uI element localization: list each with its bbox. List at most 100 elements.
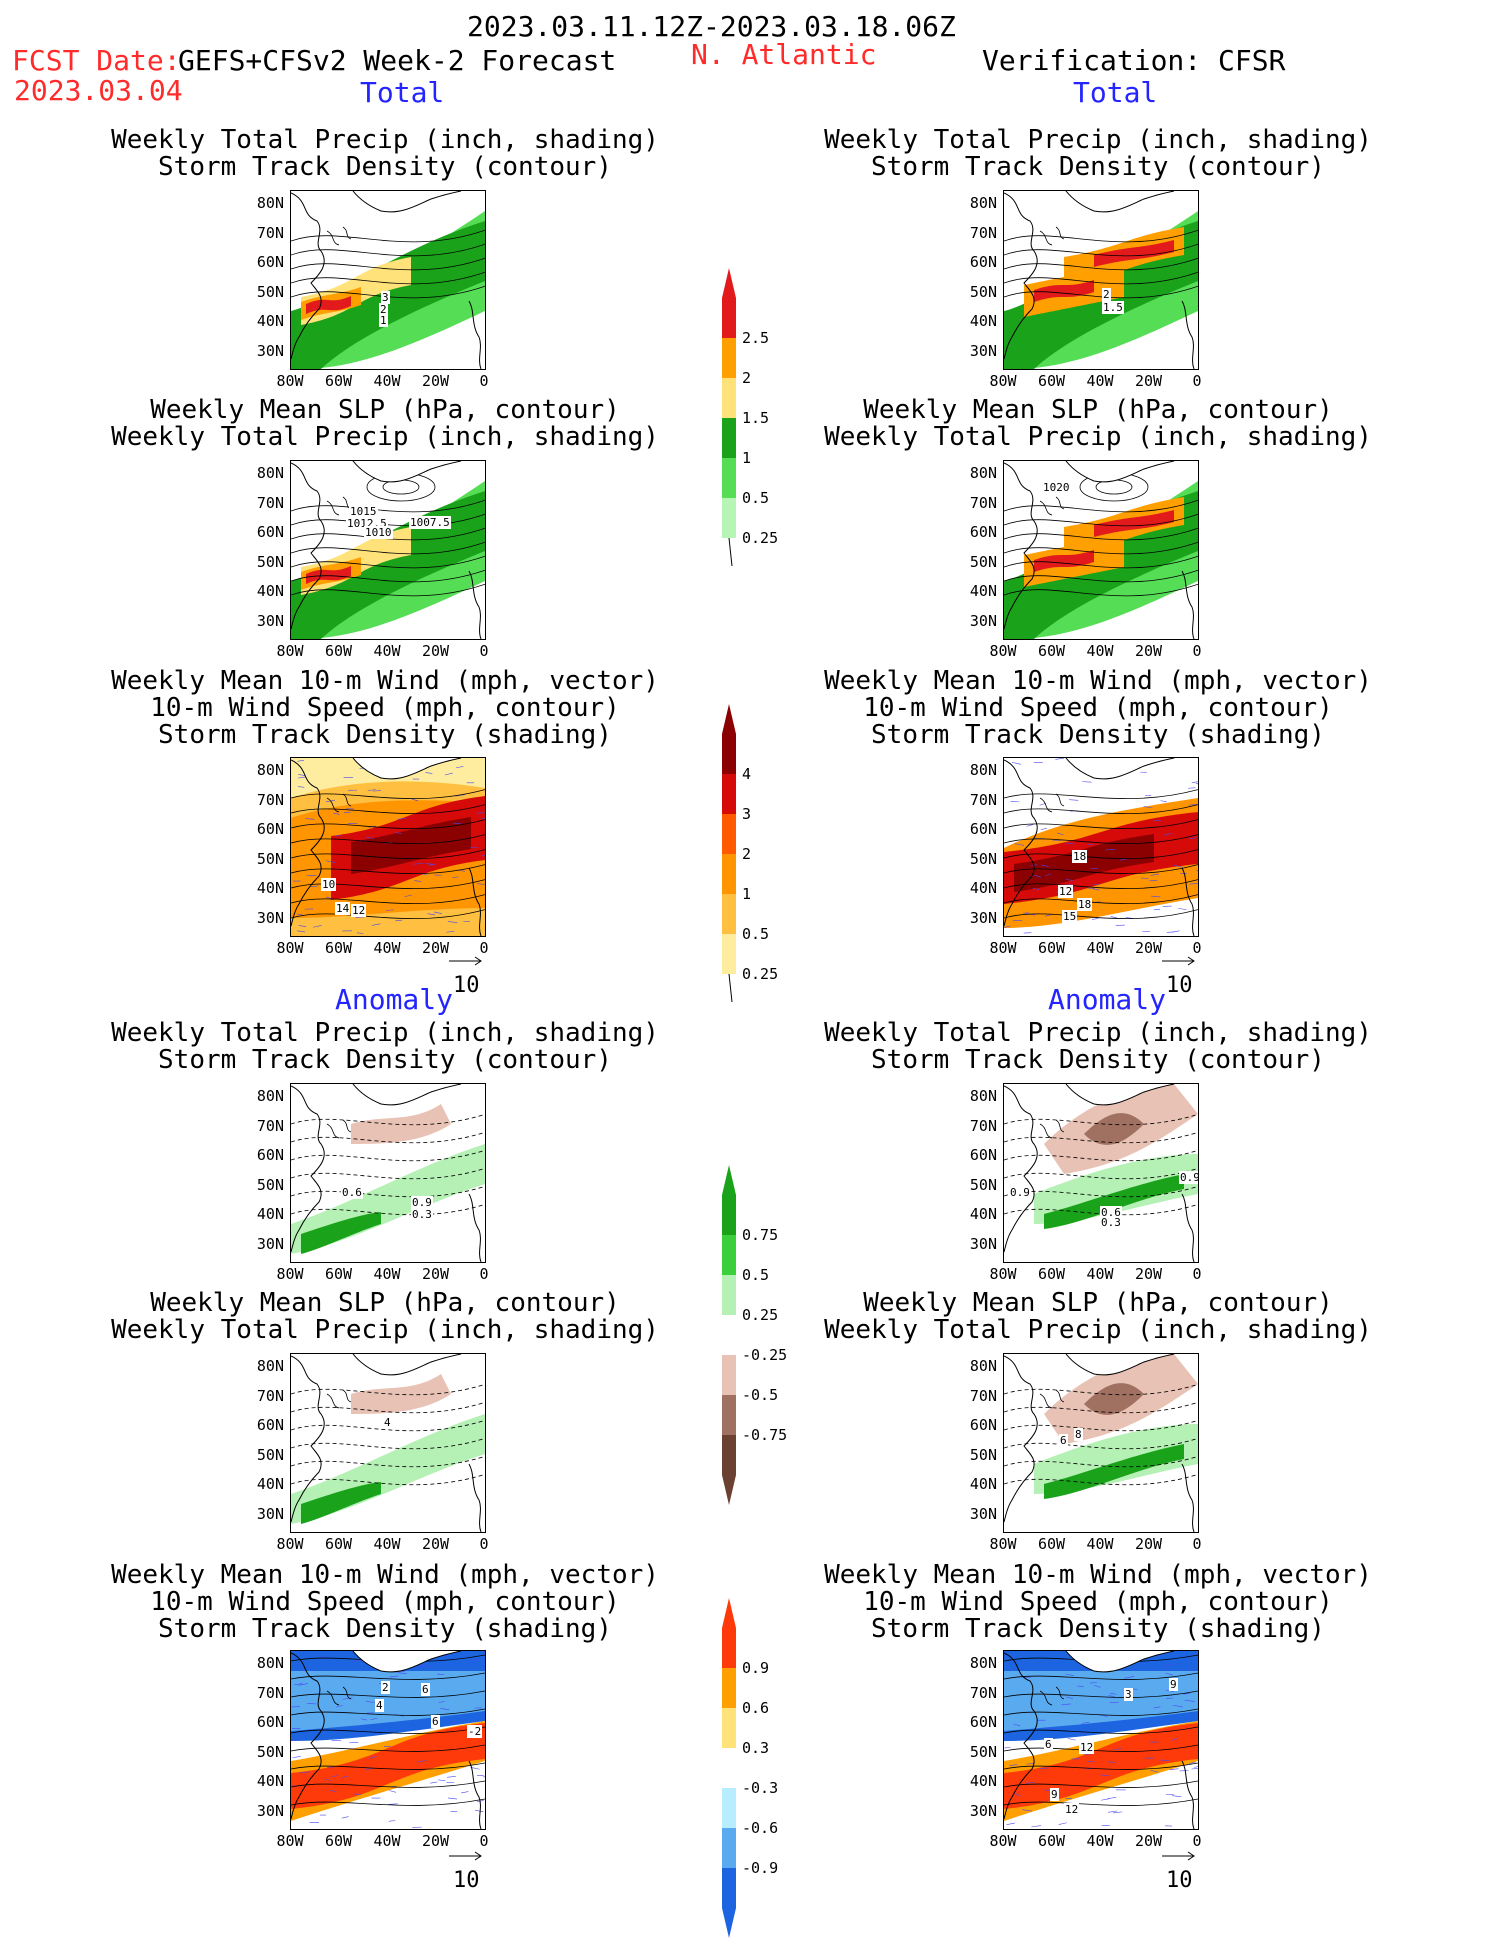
map-L4 <box>291 1084 485 1262</box>
lat-tick: 40N <box>250 1205 284 1223</box>
title-line: Storm Track Density (contour) <box>813 1047 1383 1074</box>
colorbar-label: 1.5 <box>742 409 769 427</box>
lat-tick: 60N <box>963 1713 997 1731</box>
title-line: Weekly Mean 10-m Wind (mph, vector) <box>100 668 670 695</box>
lon-tick: 0 <box>1177 1535 1217 1553</box>
title-line: Weekly Total Precip (inch, shading) <box>813 1317 1383 1344</box>
lat-tick: 60N <box>250 1416 284 1434</box>
lat-tick: 80N <box>963 464 997 482</box>
title-line: Weekly Total Precip (inch, shading) <box>100 1317 670 1344</box>
lon-tick: 60W <box>1032 372 1072 390</box>
lon-tick: 0 <box>464 642 504 660</box>
vector-reference: 10 <box>447 948 487 998</box>
title-R4: Weekly Total Precip (inch, shading) Stor… <box>813 1020 1383 1074</box>
colorbar-label: 1 <box>742 885 751 903</box>
vector-reference: 10 <box>447 1843 487 1893</box>
contour-label: 1020 <box>1042 481 1071 494</box>
lat-tick: 80N <box>250 1357 284 1375</box>
lon-tick: 80W <box>270 1535 310 1553</box>
contour-label: 1.5 <box>1102 301 1124 314</box>
colorbar-label: 4 <box>742 765 751 783</box>
map-R3 <box>1004 758 1198 936</box>
map-panel-L5: 4 <box>290 1353 486 1533</box>
lon-tick: 20W <box>1129 1535 1169 1553</box>
lon-tick: 60W <box>319 939 359 957</box>
lon-tick: 40W <box>367 939 407 957</box>
lat-tick: 70N <box>250 224 284 242</box>
lon-tick: 80W <box>270 642 310 660</box>
lat-tick: 70N <box>963 224 997 242</box>
lon-tick: 80W <box>983 1535 1023 1553</box>
title-line: Weekly Total Precip (inch, shading) <box>100 1020 670 1047</box>
lat-tick: 60N <box>250 1713 284 1731</box>
colorbar-label: 0.5 <box>742 925 769 943</box>
map-panel-R2: 1020 <box>1003 460 1199 640</box>
map-L1 <box>291 191 485 369</box>
title-line: Storm Track Density (contour) <box>100 1047 670 1074</box>
lat-tick: 70N <box>250 494 284 512</box>
colorbar-precip_anom <box>715 1165 745 1509</box>
title-line: Storm Track Density (contour) <box>813 154 1383 181</box>
contour-label: 6 <box>1059 1434 1068 1447</box>
contour-label: 4 <box>383 1416 392 1429</box>
colorbar-label: 0.6 <box>742 1699 769 1717</box>
contour-label: 15 <box>1062 910 1077 923</box>
colorbar-label: -0.3 <box>742 1779 778 1797</box>
map-R4 <box>1004 1084 1198 1262</box>
contour-label: 6 <box>421 1683 430 1696</box>
lat-tick: 80N <box>963 1654 997 1672</box>
lat-tick: 80N <box>250 194 284 212</box>
contour-label: 0.3 <box>1100 1216 1122 1229</box>
lon-tick: 80W <box>983 642 1023 660</box>
lat-tick: 60N <box>250 253 284 271</box>
colorbar-label: 0.3 <box>742 1739 769 1757</box>
title-R1: Weekly Total Precip (inch, shading) Stor… <box>813 127 1383 181</box>
colorbar-label: 0.25 <box>742 1306 778 1324</box>
contour-label: 2 <box>1102 288 1111 301</box>
map-L3 <box>291 758 485 936</box>
map-R2 <box>1004 461 1198 639</box>
lat-tick: 50N <box>963 553 997 571</box>
lon-tick: 40W <box>1080 642 1120 660</box>
contour-label: 12 <box>1079 1741 1094 1754</box>
title-L2: Weekly Mean SLP (hPa, contour) Weekly To… <box>100 397 670 451</box>
lat-tick: 50N <box>250 283 284 301</box>
lon-tick: 80W <box>983 1832 1023 1850</box>
arrow-icon <box>447 1850 487 1862</box>
lat-tick: 80N <box>963 194 997 212</box>
lat-tick: 60N <box>250 820 284 838</box>
lon-tick: 0 <box>1177 642 1217 660</box>
colorbar-label: 0.5 <box>742 1266 769 1284</box>
lat-tick: 60N <box>963 523 997 541</box>
colorbar-precip_total <box>715 268 745 572</box>
lon-tick: 40W <box>367 1535 407 1553</box>
vector-reference: 10 <box>1160 948 1200 998</box>
lat-tick: 30N <box>963 1235 997 1253</box>
lon-tick: 40W <box>367 642 407 660</box>
contour-label: 18 <box>1072 850 1087 863</box>
title-line: Weekly Mean SLP (hPa, contour) <box>100 397 670 424</box>
lat-tick: 70N <box>250 1387 284 1405</box>
lat-tick: 40N <box>963 1205 997 1223</box>
colorbar-label: 0.25 <box>742 529 778 547</box>
lat-tick: 70N <box>963 791 997 809</box>
colorbar-label: 2 <box>742 369 751 387</box>
lat-tick: 40N <box>250 879 284 897</box>
title-R2: Weekly Mean SLP (hPa, contour) Weekly To… <box>813 397 1383 451</box>
lon-tick: 40W <box>1080 1832 1120 1850</box>
lon-tick: 20W <box>416 372 456 390</box>
lat-tick: 70N <box>963 494 997 512</box>
colorbar-label: -0.5 <box>742 1386 778 1404</box>
lat-tick: 50N <box>250 1176 284 1194</box>
lon-tick: 40W <box>367 372 407 390</box>
title-line: Storm Track Density (shading) <box>100 722 670 749</box>
contour-label: 0.6 <box>341 1186 363 1199</box>
lon-tick: 80W <box>270 1265 310 1283</box>
title-line: Storm Track Density (shading) <box>813 722 1383 749</box>
right-anomaly-label: Anomaly <box>1048 983 1166 1016</box>
